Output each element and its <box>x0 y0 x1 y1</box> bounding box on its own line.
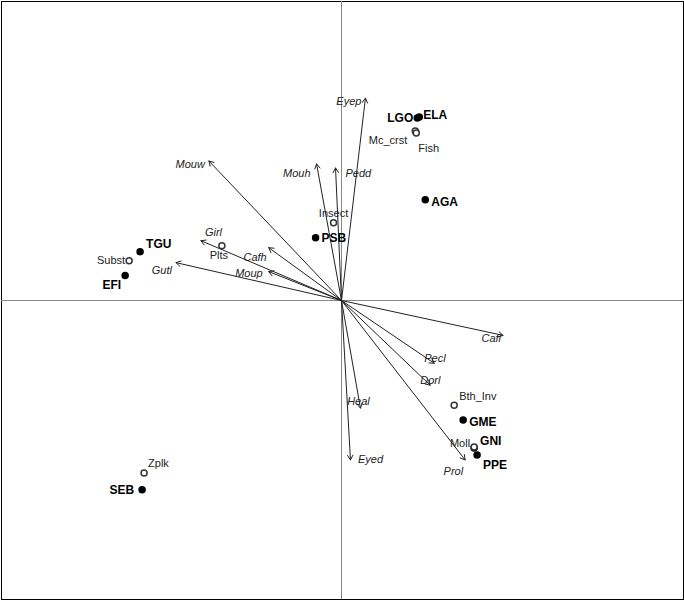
svg-text:PSB: PSB <box>322 231 347 245</box>
svg-text:Insect: Insect <box>319 207 348 219</box>
svg-text:Plts: Plts <box>210 249 229 261</box>
svg-text:Cafh: Cafh <box>243 251 266 263</box>
svg-text:Mc_crst: Mc_crst <box>369 134 408 146</box>
svg-text:Fish: Fish <box>418 142 439 154</box>
svg-text:Pecl: Pecl <box>424 352 446 364</box>
svg-text:AGA: AGA <box>431 195 458 209</box>
svg-text:GNI: GNI <box>480 434 501 448</box>
svg-text:ELA: ELA <box>423 108 447 122</box>
svg-text:Eyed: Eyed <box>358 453 384 465</box>
svg-text:Moll: Moll <box>450 437 470 449</box>
svg-text:Cafl: Cafl <box>481 332 501 344</box>
svg-text:Dorl: Dorl <box>420 374 441 386</box>
svg-text:SEB: SEB <box>109 483 134 497</box>
svg-text:LGO: LGO <box>387 111 413 125</box>
svg-text:Mouh: Mouh <box>283 167 311 179</box>
svg-text:Zplk: Zplk <box>148 457 169 469</box>
svg-text:Prol: Prol <box>444 465 464 477</box>
svg-text:Girl: Girl <box>205 226 223 238</box>
svg-text:Pedd: Pedd <box>346 167 373 179</box>
svg-text:Bth_Inv: Bth_Inv <box>459 390 497 402</box>
svg-text:EFI: EFI <box>102 278 121 292</box>
svg-text:Subst: Subst <box>97 254 125 266</box>
svg-text:TGU: TGU <box>146 237 171 251</box>
svg-text:Heal: Heal <box>347 395 370 407</box>
svg-text:Eyep: Eyep <box>336 95 361 107</box>
svg-text:Gutl: Gutl <box>152 264 173 276</box>
svg-text:GME: GME <box>469 415 496 429</box>
svg-text:Mouw: Mouw <box>176 158 206 170</box>
svg-text:PPE: PPE <box>483 458 507 472</box>
svg-text:Moup: Moup <box>235 267 263 279</box>
